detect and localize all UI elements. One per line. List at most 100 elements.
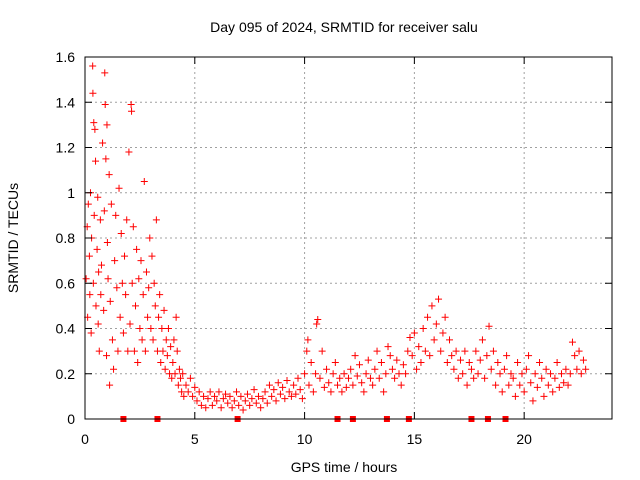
data-point [134,358,142,366]
data-point [97,261,105,269]
data-point [582,365,590,373]
data-point [395,370,403,378]
data-point [133,245,141,253]
data-point [307,358,315,366]
data-point [413,365,421,373]
data-point [336,374,344,382]
data-point [217,404,225,412]
data-point [124,347,132,355]
data-point [248,395,256,403]
data-point [123,216,131,224]
data-point [522,365,530,373]
data-point [82,275,90,283]
data-point [129,223,137,231]
data-point [334,381,342,389]
data-point [470,374,478,382]
data-point [290,381,298,389]
y-tick-label: 1.6 [56,49,76,65]
data-point [287,392,295,400]
data-point [161,365,169,373]
data-point [364,356,372,364]
data-point [235,401,243,409]
data-point [204,395,212,403]
data-point [382,370,390,378]
data-point [189,392,197,400]
data-point [208,401,216,409]
data-point [157,358,165,366]
data-point [393,356,401,364]
data-point [174,381,182,389]
data-point [89,89,97,97]
data-point [108,336,116,344]
data-point [107,200,115,208]
data-point [579,356,587,364]
data-point [564,381,572,389]
data-point [263,399,271,407]
data-point [117,229,125,237]
data-point [338,388,346,396]
data-point [92,302,100,310]
data-point [542,365,550,373]
data-point [426,352,434,360]
data-point [305,381,313,389]
data-point [432,320,440,328]
data-point [456,356,464,364]
data-point [312,370,320,378]
data-point [355,361,363,369]
data-point [557,370,565,378]
data-point [135,275,143,283]
data-point [397,381,405,389]
data-point [428,302,436,310]
data-point [452,347,460,355]
data-point [167,343,175,351]
grid-layer [85,57,612,419]
data-point [283,377,291,385]
data-point [309,388,317,396]
data-point [146,234,154,242]
data-point [351,352,359,360]
data-point [514,358,522,366]
data-point [527,379,535,387]
tick-layer: 0 0.2 0.4 0.6 0.8 1 1.2 1.4 1.6 0 5 10 15 20 [56,49,612,447]
data-point [408,352,416,360]
data-point [551,374,559,382]
x-tick-label: 0 [81,431,89,447]
y-tick-label: 1.4 [56,94,76,110]
data-point [105,171,113,179]
data-point [404,347,412,355]
data-point [103,121,111,129]
data-point [340,370,348,378]
data-point [254,392,262,400]
data-point [292,390,300,398]
data-point [415,343,423,351]
data-point [113,284,121,292]
data-point [518,370,526,378]
data-point [410,329,418,337]
data-point [202,404,210,412]
data-point [226,392,234,400]
data-point [140,177,148,185]
y-tick-label: 0 [67,411,75,427]
data-point [85,252,93,260]
data-point [241,397,249,405]
data-point [195,388,203,396]
data-point [145,284,153,292]
data-point [149,336,157,344]
data-point [95,347,103,355]
data-point [111,257,119,265]
data-point [265,381,273,389]
data-point [138,336,146,344]
data-point [122,291,130,299]
data-point [215,388,223,396]
data-point [186,374,194,382]
data-point [228,404,236,412]
data-point [566,370,574,378]
data-point [101,69,109,77]
data-points [82,62,590,414]
data-point [496,370,504,378]
data-point [347,365,355,373]
data-point [380,388,388,396]
data-point [136,325,144,332]
data-point [465,358,473,366]
data-point [294,374,302,382]
